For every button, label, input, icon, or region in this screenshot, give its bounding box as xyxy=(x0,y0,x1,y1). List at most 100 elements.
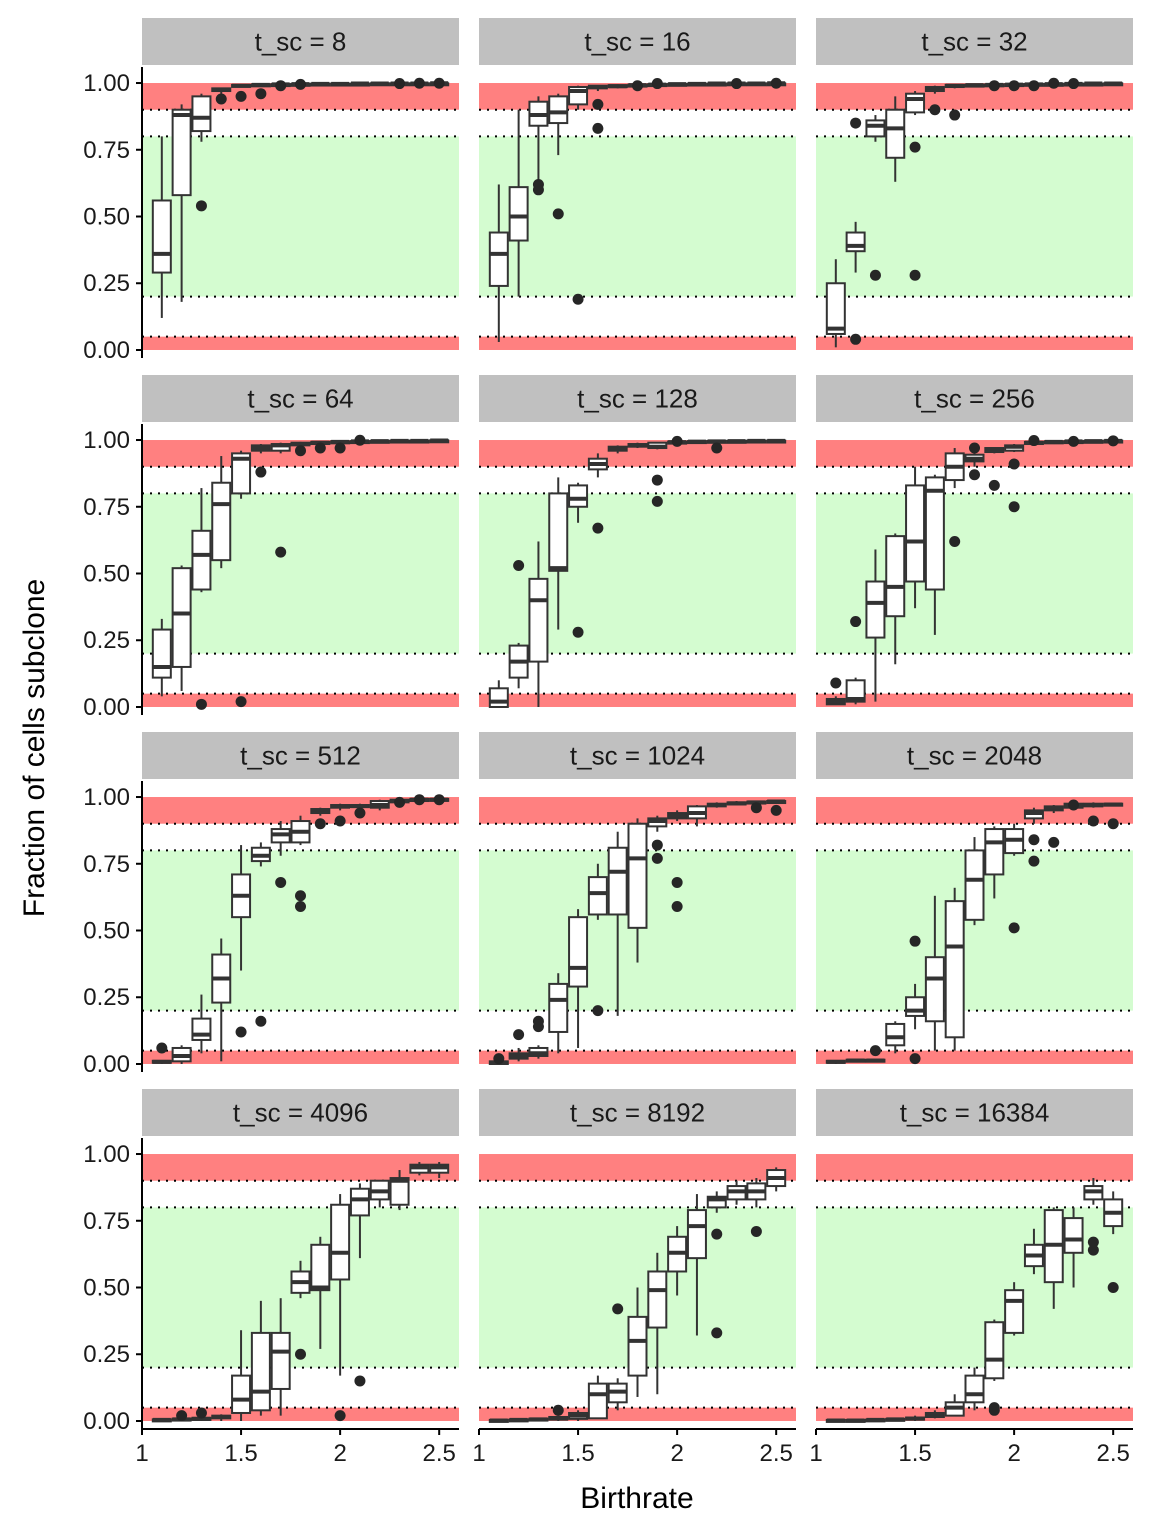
outlier-point xyxy=(334,1410,346,1422)
outlier-point xyxy=(1068,799,1080,811)
facet-strip xyxy=(479,18,796,65)
boxplot xyxy=(191,994,212,1054)
x-tick-label: 2.5 xyxy=(423,1440,456,1467)
outlier-point xyxy=(354,1375,366,1387)
outlier-point xyxy=(552,208,564,220)
y-tick-label: 0.25 xyxy=(83,1341,130,1368)
outlier-point xyxy=(354,807,366,819)
boxplot xyxy=(1063,799,1084,811)
boxplot xyxy=(647,815,668,864)
outlier-point xyxy=(572,626,584,638)
boxplot xyxy=(944,83,965,121)
outlier-point xyxy=(1048,77,1060,89)
facet-panel: t_sc = 16 xyxy=(479,18,796,350)
boxplot xyxy=(587,84,608,134)
boxplot xyxy=(1103,81,1124,87)
x-tick-label: 1.5 xyxy=(561,1440,594,1467)
boxplot xyxy=(270,821,291,888)
boxplot xyxy=(1103,435,1124,447)
boxplot xyxy=(905,1415,926,1421)
y-tick-label: 0.75 xyxy=(83,137,130,164)
facet-panel: t_sc = 4096 0.00 0.25 0.50 0.75 1.00 1 1.5 2 2.5 xyxy=(83,1089,459,1467)
boxplot xyxy=(1063,1207,1084,1288)
outlier-point xyxy=(1087,1244,1099,1256)
outlier-point xyxy=(651,495,663,507)
outlier-point xyxy=(711,1228,723,1240)
shaded-band xyxy=(142,850,459,1011)
outlier-point xyxy=(830,677,842,689)
facet-strip xyxy=(479,732,796,779)
boxplot xyxy=(964,442,985,481)
outlier-point xyxy=(255,88,267,100)
facet-strip xyxy=(479,375,796,422)
outlier-point xyxy=(532,184,544,196)
boxplot xyxy=(924,85,945,116)
box xyxy=(924,956,945,1023)
box xyxy=(548,982,569,1033)
box xyxy=(686,1209,707,1260)
outlier-point xyxy=(949,535,961,547)
facet-panel: t_sc = 128 xyxy=(479,375,796,708)
outlier-point xyxy=(215,93,227,105)
box xyxy=(488,687,509,708)
outlier-point xyxy=(295,78,306,90)
y-tick-label: 0.75 xyxy=(83,1208,130,1235)
boxplot xyxy=(667,1226,688,1296)
y-tick-label: 0.00 xyxy=(83,694,130,721)
shaded-band xyxy=(142,1154,459,1181)
boxplot xyxy=(508,1417,529,1423)
boxplot xyxy=(508,109,529,297)
boxplot xyxy=(270,442,291,558)
box xyxy=(885,535,906,618)
y-tick-label: 0.25 xyxy=(83,984,130,1011)
facet-strip-label: t_sc = 64 xyxy=(247,384,353,414)
box xyxy=(310,1243,331,1292)
boxplot xyxy=(171,104,192,302)
box xyxy=(211,481,232,562)
facet-strip-label: t_sc = 8192 xyxy=(570,1098,705,1128)
outlier-point xyxy=(195,698,207,710)
outlier-point xyxy=(671,876,683,888)
facet-strip-label: t_sc = 16 xyxy=(584,27,690,57)
boxplot xyxy=(528,541,549,707)
boxplot xyxy=(984,80,1005,92)
outlier-point xyxy=(850,616,862,628)
facet-strip xyxy=(142,732,459,779)
box xyxy=(191,95,212,133)
box xyxy=(706,1195,727,1209)
boxplot xyxy=(330,439,351,454)
outlier-point xyxy=(513,559,525,571)
boxplot xyxy=(1004,80,1025,92)
y-tick-label: 0.50 xyxy=(83,204,130,231)
boxplot xyxy=(627,442,648,449)
outlier-point xyxy=(295,890,306,902)
y-tick-label: 0.00 xyxy=(83,1408,130,1435)
box xyxy=(250,1331,271,1412)
boxplot xyxy=(270,1298,291,1416)
outlier-point xyxy=(988,80,1000,92)
outlier-point xyxy=(731,78,743,90)
facet-strip-label: t_sc = 512 xyxy=(240,741,361,771)
boxplot xyxy=(211,87,232,105)
box xyxy=(845,231,866,253)
box xyxy=(1063,1217,1084,1254)
shaded-band xyxy=(479,493,796,654)
box xyxy=(825,282,846,335)
boxplot xyxy=(845,1058,866,1063)
boxplot xyxy=(1023,807,1044,867)
shaded-band xyxy=(142,693,459,707)
boxplot xyxy=(231,1330,252,1421)
boxplot xyxy=(905,466,926,609)
boxplot xyxy=(290,815,311,912)
boxplot xyxy=(746,1178,767,1237)
y-tick-label: 0.00 xyxy=(83,1051,130,1078)
x-tick-label: 1 xyxy=(809,1440,822,1467)
boxplot xyxy=(1063,78,1084,90)
boxplot xyxy=(548,1404,569,1421)
outlier-point xyxy=(750,802,762,814)
shaded-band xyxy=(479,1154,796,1181)
boxplot xyxy=(1083,1178,1104,1256)
boxplot xyxy=(627,1287,648,1397)
facet-strip xyxy=(816,375,1133,422)
boxplot xyxy=(151,1417,172,1423)
